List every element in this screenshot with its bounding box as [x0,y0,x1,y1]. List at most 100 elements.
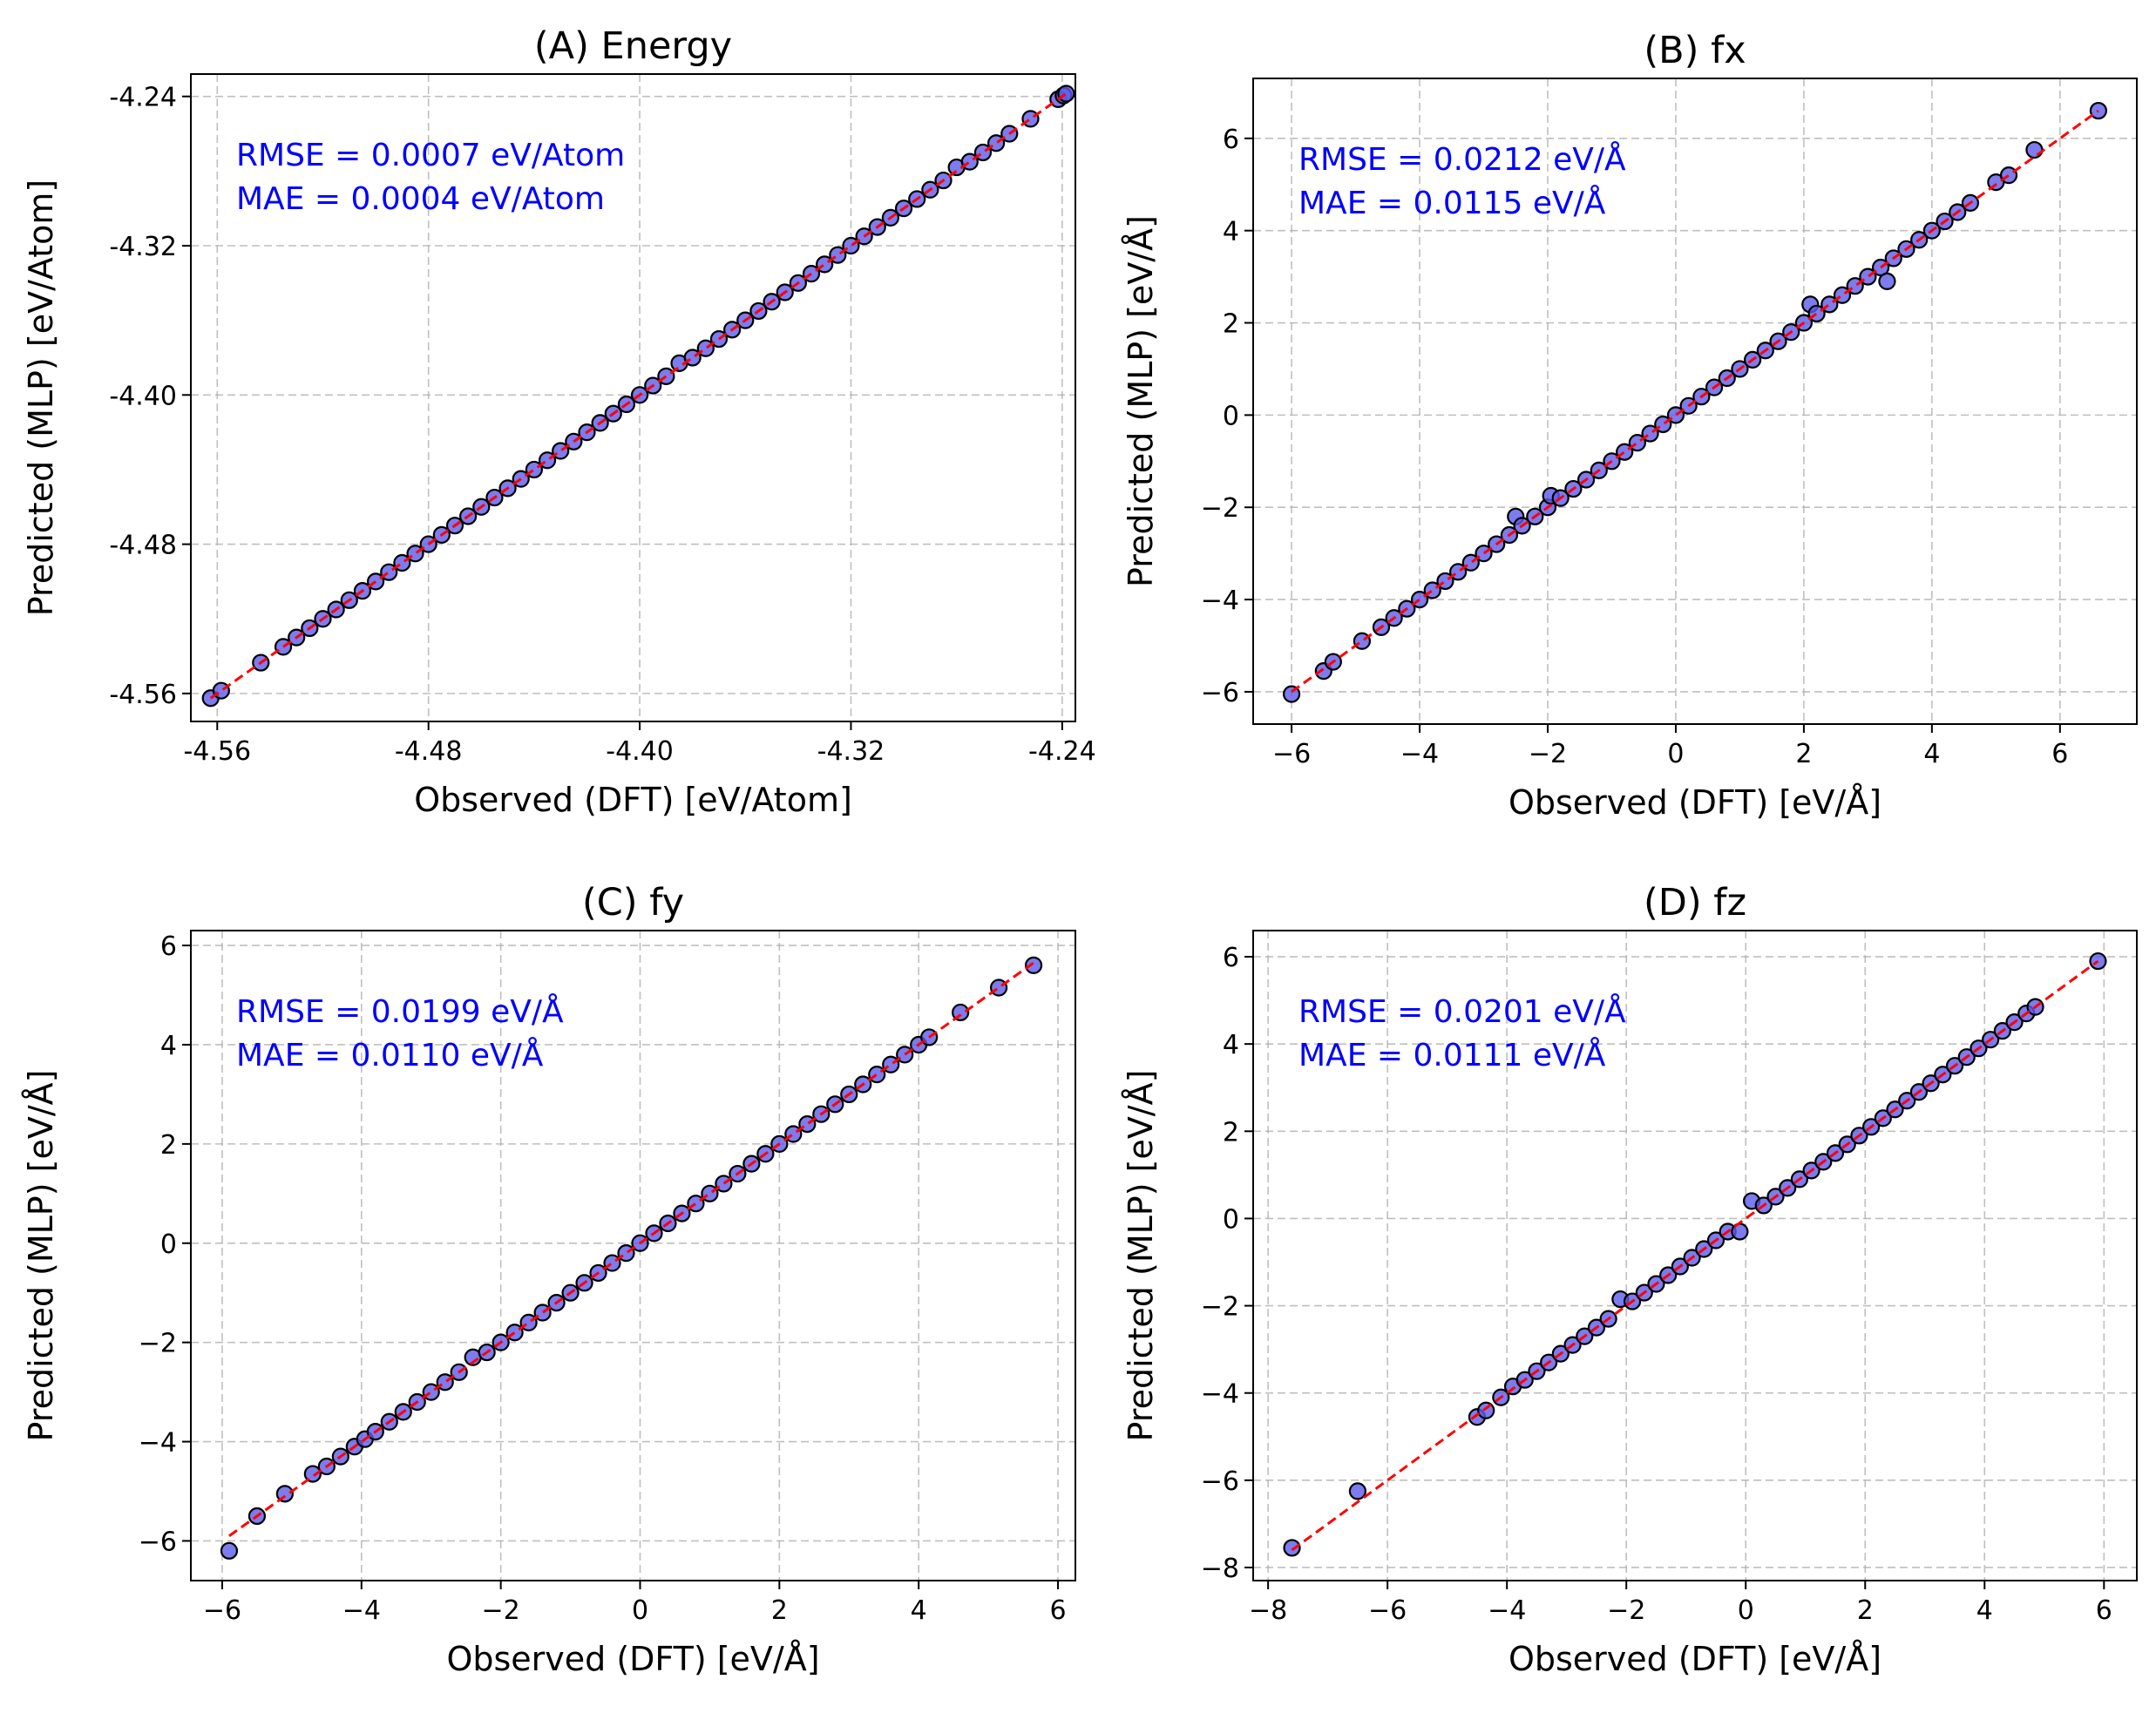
chart-c-point [1024,956,1043,974]
chart-b-ytick-label: 6 [1223,125,1239,155]
chart-a-panel: -4.56 -4.48 -4.40 -4.32 -4.24 -4.56 -4.48 -4.40… [22,24,1096,819]
chart-c-ticks: −6 −4 −2 0 2 4 6 −6 −4 −2 0 2 4 6 [139,931,1067,1626]
chart-d-point [1477,1401,1495,1419]
chart-c-title: (C) fy [582,881,684,924]
chart-c-axes-frame [190,930,1076,1581]
chart-c-panel: −6 −4 −2 0 2 4 6 −6 −4 −2 0 2 4 6 (C) fy Observed (DFT)… [22,881,1076,1678]
chart-b-ytick-label: 0 [1223,401,1239,431]
chart-c-ytick-label: −6 [139,1527,177,1557]
chart-d-title: (D) fz [1644,881,1746,924]
chart-b-reference-line [1291,109,2099,694]
chart-b-y-axis-label: Predicted (MLP) [eV/Å] [1122,215,1160,587]
chart-a-annotation-mae: MAE = 0.0004 eV/Atom [236,181,605,217]
chart-c-ytick-label: 6 [160,931,177,962]
chart-d-annotation-rmse: RMSE = 0.0201 eV/Å [1298,992,1626,1030]
chart-c-ytick-label: 0 [160,1229,177,1260]
chart-d-reference-line [1291,959,2099,1552]
chart-a-xtick-label: -4.32 [817,736,885,767]
chart-b-ytick-label: 2 [1223,309,1239,340]
chart-a-xtick-label: -4.24 [1028,736,1096,767]
chart-d-ytick-label: 4 [1223,1030,1239,1060]
chart-c-ytick-label: 4 [160,1031,177,1061]
chart-b-xtick-label: 6 [2051,739,2068,769]
chart-b-ytick-label: −2 [1201,493,1239,524]
chart-c-point [220,1541,239,1560]
chart-d-point [1283,1539,1301,1557]
chart-d-xtick-label: 6 [2096,1595,2112,1626]
chart-d-y-axis-label: Predicted (MLP) [eV/Å] [1122,1070,1160,1442]
chart-c-point [303,1465,322,1483]
chart-b-grid [1253,78,2137,724]
chart-b-xtick-label: −6 [1272,739,1311,769]
chart-c-xtick-label: 2 [771,1595,788,1626]
chart-b-xtick-label: 0 [1667,739,1684,769]
chart-c-annotation-rmse: RMSE = 0.0199 eV/Å [236,992,564,1030]
chart-b-ytick-label: −6 [1201,678,1239,708]
chart-d-axes-frame [1252,930,2138,1581]
chart-d-xtick-label: 2 [1857,1595,1874,1626]
chart-d-point [1348,1482,1366,1500]
chart-d-xtick-label: −8 [1249,1595,1287,1626]
chart-c-xtick-label: 6 [1049,1595,1066,1626]
chart-b-annotation-mae: MAE = 0.0115 eV/Å [1298,184,1606,221]
chart-c-reference-line [228,961,1034,1537]
chart-d-xtick-label: 0 [1738,1595,1754,1626]
chart-c-xtick-label: 0 [632,1595,648,1626]
chart-d-xtick-label: −2 [1607,1595,1645,1626]
chart-a-ytick-label: -4.48 [109,531,177,561]
chart-d-panel: −8 −6 −4 −2 0 2 4 6 −8 −6 −4 −2 0 2 4 6 (D) fz Observed (… [1122,881,2138,1678]
chart-d-grid [1253,931,2137,1581]
chart-c-xtick-label: −4 [342,1595,381,1626]
chart-a-y-axis-label: Predicted (MLP) [eV/Atom] [22,179,60,616]
chart-d-ytick-label: −6 [1201,1466,1239,1497]
chart-a-annotation-rmse: RMSE = 0.0007 eV/Atom [236,138,625,173]
chart-b-x-axis-label: Observed (DFT) [eV/Å] [1509,783,1881,822]
chart-c-ytick-label: −4 [139,1428,177,1459]
chart-c-ytick-label: 2 [160,1130,177,1161]
chart-d-xtick-label: −4 [1488,1595,1526,1626]
chart-c-xtick-label: 4 [911,1595,927,1626]
chart-d-xtick-label: 4 [1976,1595,1993,1626]
chart-b-ticks: −6 −4 −2 0 2 4 6 −6 −4 −2 0 2 4 6 [1201,125,2069,769]
chart-d-ytick-label: 0 [1223,1204,1239,1235]
panels: -4.56 -4.48 -4.40 -4.32 -4.24 -4.56 -4.48 -4.40… [22,24,2138,1678]
chart-b-ytick-label: 4 [1223,217,1239,247]
chart-c-grid [191,931,1075,1581]
chart-d-ytick-label: 2 [1223,1117,1239,1148]
chart-a-reference-line [209,92,1068,700]
chart-b-title: (B) fx [1644,29,1746,72]
chart-c-annotation-mae: MAE = 0.0110 eV/Å [236,1036,544,1073]
chart-b-xtick-label: −4 [1400,739,1439,769]
chart-b-xtick-label: −2 [1529,739,1567,769]
chart-d-x-axis-label: Observed (DFT) [eV/Å] [1509,1640,1881,1678]
chart-b-point [2025,140,2044,159]
chart-c-y-axis-label: Predicted (MLP) [eV/Å] [22,1070,60,1442]
chart-a-xtick-label: -4.48 [395,736,463,767]
chart-a-title: (A) Energy [534,24,732,68]
chart-a-ytick-label: -4.32 [109,232,177,262]
chart-d-xtick-label: −6 [1368,1595,1407,1626]
chart-a-ytick-label: -4.24 [109,83,177,113]
chart-b-axes-frame [1252,78,2138,725]
chart-a-ytick-label: -4.40 [109,381,177,411]
chart-d-ytick-label: −2 [1201,1292,1239,1323]
chart-b-point [1878,272,1896,290]
chart-d-ytick-label: 6 [1223,943,1239,973]
chart-a-ytick-label: -4.56 [109,680,177,710]
chart-a-xtick-label: -4.56 [183,736,251,767]
chart-a-x-axis-label: Observed (DFT) [eV/Atom] [414,781,852,819]
chart-b-annotation-rmse: RMSE = 0.0212 eV/Å [1298,140,1626,178]
chart-c-xtick-label: −6 [203,1595,241,1626]
chart-d-annotation-mae: MAE = 0.0111 eV/Å [1298,1036,1606,1073]
chart-d-ytick-label: −8 [1201,1554,1239,1584]
chart-b-xtick-label: 2 [1795,739,1812,769]
chart-c-x-axis-label: Observed (DFT) [eV/Å] [446,1640,819,1678]
chart-c-ytick-label: −2 [139,1329,177,1359]
chart-b-panel: −6 −4 −2 0 2 4 6 −6 −4 −2 0 2 4 6 (B) fx Observed (DFT)… [1122,29,2138,822]
chart-d-ytick-label: −4 [1201,1379,1239,1410]
chart-a-ticks: -4.56 -4.48 -4.40 -4.32 -4.24 -4.56 -4.48 -4.40… [109,83,1095,767]
chart-b-xtick-label: 4 [1923,739,1940,769]
chart-b-ytick-label: −4 [1201,586,1239,616]
chart-d-ticks: −8 −6 −4 −2 0 2 4 6 −8 −6 −4 −2 0 2 4 6 [1201,943,2112,1626]
